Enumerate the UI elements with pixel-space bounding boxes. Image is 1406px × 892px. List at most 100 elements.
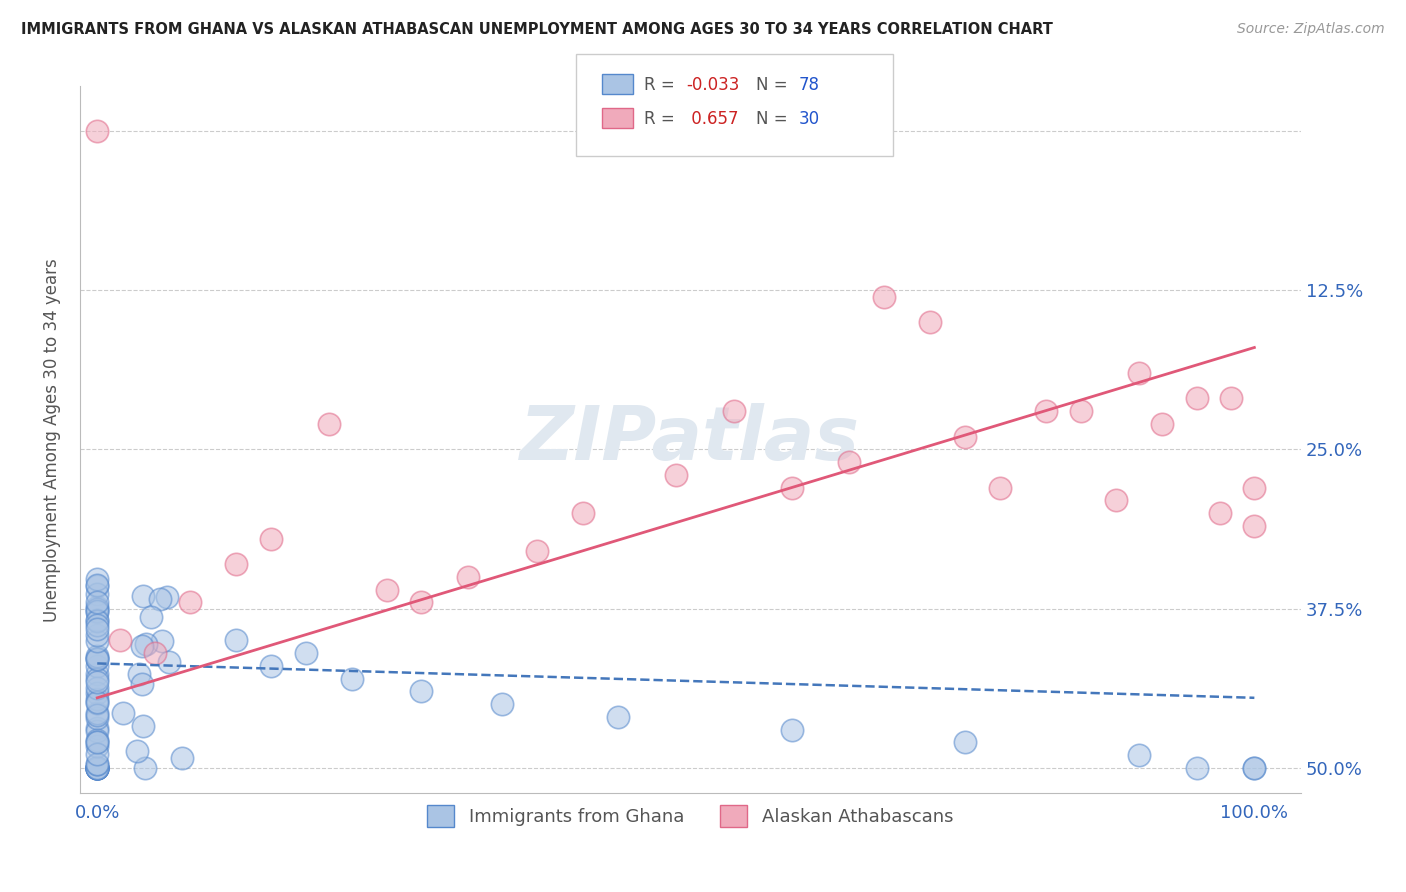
- Point: [665, 467, 688, 482]
- Point: [86, 649, 108, 664]
- Point: [780, 723, 803, 737]
- Point: [135, 637, 157, 651]
- Text: N =: N =: [756, 110, 793, 128]
- Point: [86, 604, 108, 618]
- Point: [86, 595, 108, 609]
- Point: [86, 739, 108, 753]
- Point: [86, 735, 108, 749]
- Point: [1035, 404, 1057, 418]
- Point: [110, 633, 132, 648]
- Point: [1128, 748, 1150, 763]
- Point: [86, 686, 108, 700]
- Point: [1185, 392, 1208, 406]
- Point: [526, 544, 548, 558]
- Point: [86, 634, 108, 648]
- Point: [86, 757, 108, 772]
- Point: [1243, 761, 1265, 775]
- Point: [1243, 761, 1265, 775]
- Point: [86, 586, 108, 600]
- Point: [340, 672, 363, 686]
- Point: [86, 706, 108, 720]
- Point: [157, 655, 180, 669]
- Text: 0.657: 0.657: [686, 110, 738, 128]
- Point: [131, 639, 153, 653]
- Text: IMMIGRANTS FROM GHANA VS ALASKAN ATHABASCAN UNEMPLOYMENT AMONG AGES 30 TO 34 YEA: IMMIGRANTS FROM GHANA VS ALASKAN ATHABAS…: [21, 22, 1053, 37]
- Point: [988, 481, 1011, 495]
- Point: [1104, 493, 1126, 508]
- Point: [260, 532, 283, 546]
- Point: [723, 404, 745, 418]
- Point: [1070, 404, 1092, 418]
- Point: [873, 289, 896, 303]
- Point: [86, 650, 108, 665]
- Point: [780, 481, 803, 495]
- Point: [86, 666, 108, 681]
- Point: [318, 417, 340, 431]
- Point: [1220, 392, 1243, 406]
- Point: [375, 582, 398, 597]
- Point: [953, 430, 976, 444]
- Point: [1150, 417, 1173, 431]
- Point: [156, 591, 179, 605]
- Point: [86, 733, 108, 747]
- Y-axis label: Unemployment Among Ages 30 to 34 years: Unemployment Among Ages 30 to 34 years: [44, 258, 60, 622]
- Point: [86, 696, 108, 710]
- Point: [86, 761, 108, 775]
- Point: [1243, 481, 1265, 495]
- Text: 30: 30: [799, 110, 820, 128]
- Point: [150, 634, 173, 648]
- Point: [225, 633, 247, 648]
- Point: [149, 592, 172, 607]
- Point: [838, 455, 860, 469]
- Point: [128, 667, 150, 681]
- Point: [260, 659, 283, 673]
- Point: [86, 761, 108, 775]
- Point: [134, 761, 156, 775]
- Point: [86, 652, 108, 666]
- Point: [112, 706, 135, 720]
- Point: [86, 724, 108, 739]
- Point: [411, 684, 433, 698]
- Point: [86, 711, 108, 725]
- Point: [141, 609, 163, 624]
- Point: [86, 124, 108, 138]
- Point: [1185, 761, 1208, 775]
- Point: [1208, 506, 1230, 520]
- Point: [86, 618, 108, 632]
- Point: [606, 710, 628, 724]
- Point: [572, 506, 595, 520]
- Point: [86, 602, 108, 616]
- Point: [86, 658, 108, 673]
- Point: [86, 721, 108, 735]
- Point: [1128, 366, 1150, 380]
- Point: [86, 756, 108, 771]
- Point: [86, 622, 108, 636]
- Text: Source: ZipAtlas.com: Source: ZipAtlas.com: [1237, 22, 1385, 37]
- Point: [1243, 519, 1265, 533]
- Point: [86, 761, 108, 775]
- Point: [86, 691, 108, 706]
- Point: [86, 599, 108, 614]
- Point: [86, 675, 108, 690]
- Point: [86, 628, 108, 642]
- Legend: Immigrants from Ghana, Alaskan Athabascans: Immigrants from Ghana, Alaskan Athabasca…: [420, 797, 960, 834]
- Text: ZIPatlas: ZIPatlas: [520, 403, 860, 476]
- Point: [86, 672, 108, 686]
- Point: [179, 595, 201, 609]
- Point: [86, 761, 108, 775]
- Text: N =: N =: [756, 76, 793, 94]
- Point: [457, 570, 479, 584]
- Text: -0.033: -0.033: [686, 76, 740, 94]
- Point: [86, 761, 108, 775]
- Point: [127, 744, 149, 758]
- Text: 78: 78: [799, 76, 820, 94]
- Point: [86, 572, 108, 586]
- Point: [86, 761, 108, 775]
- Point: [953, 735, 976, 749]
- Point: [86, 605, 108, 619]
- Point: [86, 652, 108, 666]
- Point: [143, 646, 166, 660]
- Point: [86, 735, 108, 749]
- Point: [86, 747, 108, 762]
- Point: [86, 761, 108, 775]
